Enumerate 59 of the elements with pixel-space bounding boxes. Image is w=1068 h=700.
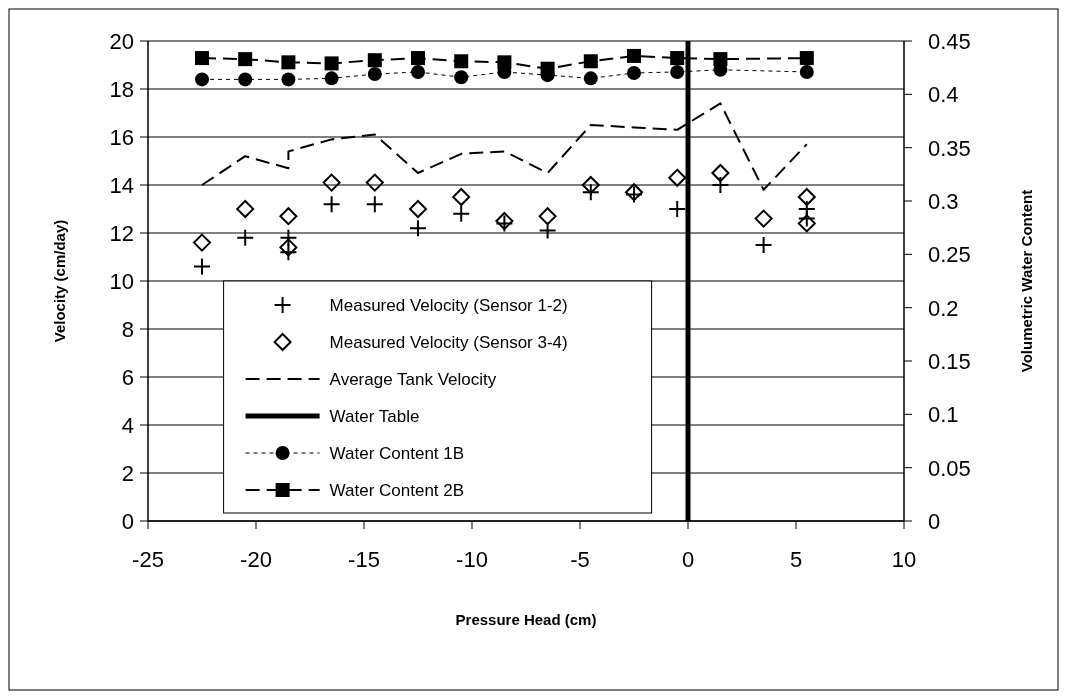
legend-label: Water Content 2B xyxy=(329,481,465,500)
y-tick-label: 4 xyxy=(121,413,134,438)
y-tick-label: 0 xyxy=(121,509,134,534)
y-tick-label: 12 xyxy=(109,221,134,246)
legend-label: Water Content 1B xyxy=(329,444,465,463)
x-tick-label: -25 xyxy=(132,547,164,572)
point xyxy=(279,238,298,257)
point xyxy=(538,207,557,226)
y2-tick-label: 0.25 xyxy=(928,242,971,268)
y-axis-title: Velocity (cm/day) xyxy=(51,219,68,343)
x-tick-label: -15 xyxy=(348,547,380,572)
point xyxy=(581,183,600,202)
y2-tick-label: 0.2 xyxy=(928,295,959,321)
y2-axis-title: Volumetric Water Content xyxy=(1018,189,1035,373)
y-tick-label: 14 xyxy=(109,173,134,198)
legend-label: Measured Velocity (Sensor 3-4) xyxy=(329,333,568,352)
point xyxy=(668,168,687,187)
y-tick-label: 10 xyxy=(109,269,134,294)
point xyxy=(754,209,773,228)
y-tick-label: 2 xyxy=(121,461,134,486)
point xyxy=(365,195,384,214)
point xyxy=(279,228,298,247)
legend-label: Average Tank Velocity xyxy=(329,370,497,389)
point xyxy=(193,233,211,252)
y-tick-label: 6 xyxy=(121,365,134,390)
point xyxy=(236,228,255,247)
y-tick-label: 20 xyxy=(109,29,134,54)
y2-tick-label: 0.05 xyxy=(928,455,971,481)
x-axis-title: Pressure Head (cm) xyxy=(455,611,597,628)
y2-tick-label: 0.4 xyxy=(928,82,959,108)
point xyxy=(452,188,471,206)
point xyxy=(581,176,600,194)
point xyxy=(711,164,730,182)
point xyxy=(797,214,816,233)
point xyxy=(279,207,298,226)
y2-tick-label: 0.35 xyxy=(928,135,971,161)
x-tick-label: -10 xyxy=(456,547,488,572)
x-tick-label: 0 xyxy=(681,547,695,572)
point xyxy=(322,173,341,192)
point xyxy=(409,200,427,218)
legend-label: Water Table xyxy=(329,407,420,426)
y-tick-label: 8 xyxy=(121,317,134,342)
point xyxy=(797,188,816,206)
y2-tick-label: 0.3 xyxy=(928,189,959,214)
y2-tick-label: 0.1 xyxy=(928,402,959,428)
x-tick-label: -5 xyxy=(570,547,590,572)
point xyxy=(236,200,255,218)
x-tick-label: 5 xyxy=(789,547,803,572)
point xyxy=(322,195,341,214)
x-tick-label: -20 xyxy=(240,547,272,572)
y2-tick-label: 0 xyxy=(928,509,941,534)
point xyxy=(452,204,471,223)
y-tick-label: 16 xyxy=(109,125,134,150)
y2-tick-label: 0.45 xyxy=(928,29,971,54)
point xyxy=(365,173,384,192)
legend-label: Measured Velocity (Sensor 1-2) xyxy=(329,296,568,315)
y2-tick-label: 0.15 xyxy=(928,349,971,374)
y-tick-label: 18 xyxy=(109,77,134,102)
x-tick-label: 10 xyxy=(891,547,917,572)
